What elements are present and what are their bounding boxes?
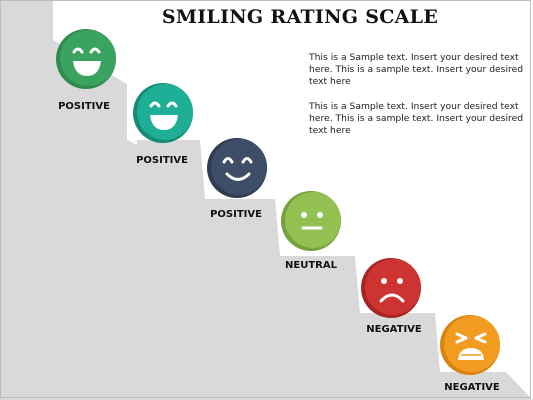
scale-label-1: POSITIVE (58, 101, 110, 112)
sad-face-icon (360, 257, 422, 319)
neutral-face-icon (280, 190, 342, 252)
scale-label-6: NEGATIVE (444, 382, 500, 393)
happy-face-icon (206, 137, 268, 199)
scale-label-3: POSITIVE (210, 209, 262, 220)
scale-label-5: NEGATIVE (366, 324, 422, 335)
page-title: SMILING RATING SCALE (161, 6, 439, 28)
laughing-face-icon (55, 28, 117, 90)
crying-face-icon (439, 314, 501, 376)
laughing-face-icon (132, 82, 194, 144)
sample-text-1: This is a Sample text. Insert your desir… (309, 52, 524, 88)
scale-label-2: POSITIVE (136, 155, 188, 166)
scale-label-4: NEUTRAL (285, 260, 337, 271)
sample-text-2: This is a Sample text. Insert your desir… (309, 101, 524, 137)
